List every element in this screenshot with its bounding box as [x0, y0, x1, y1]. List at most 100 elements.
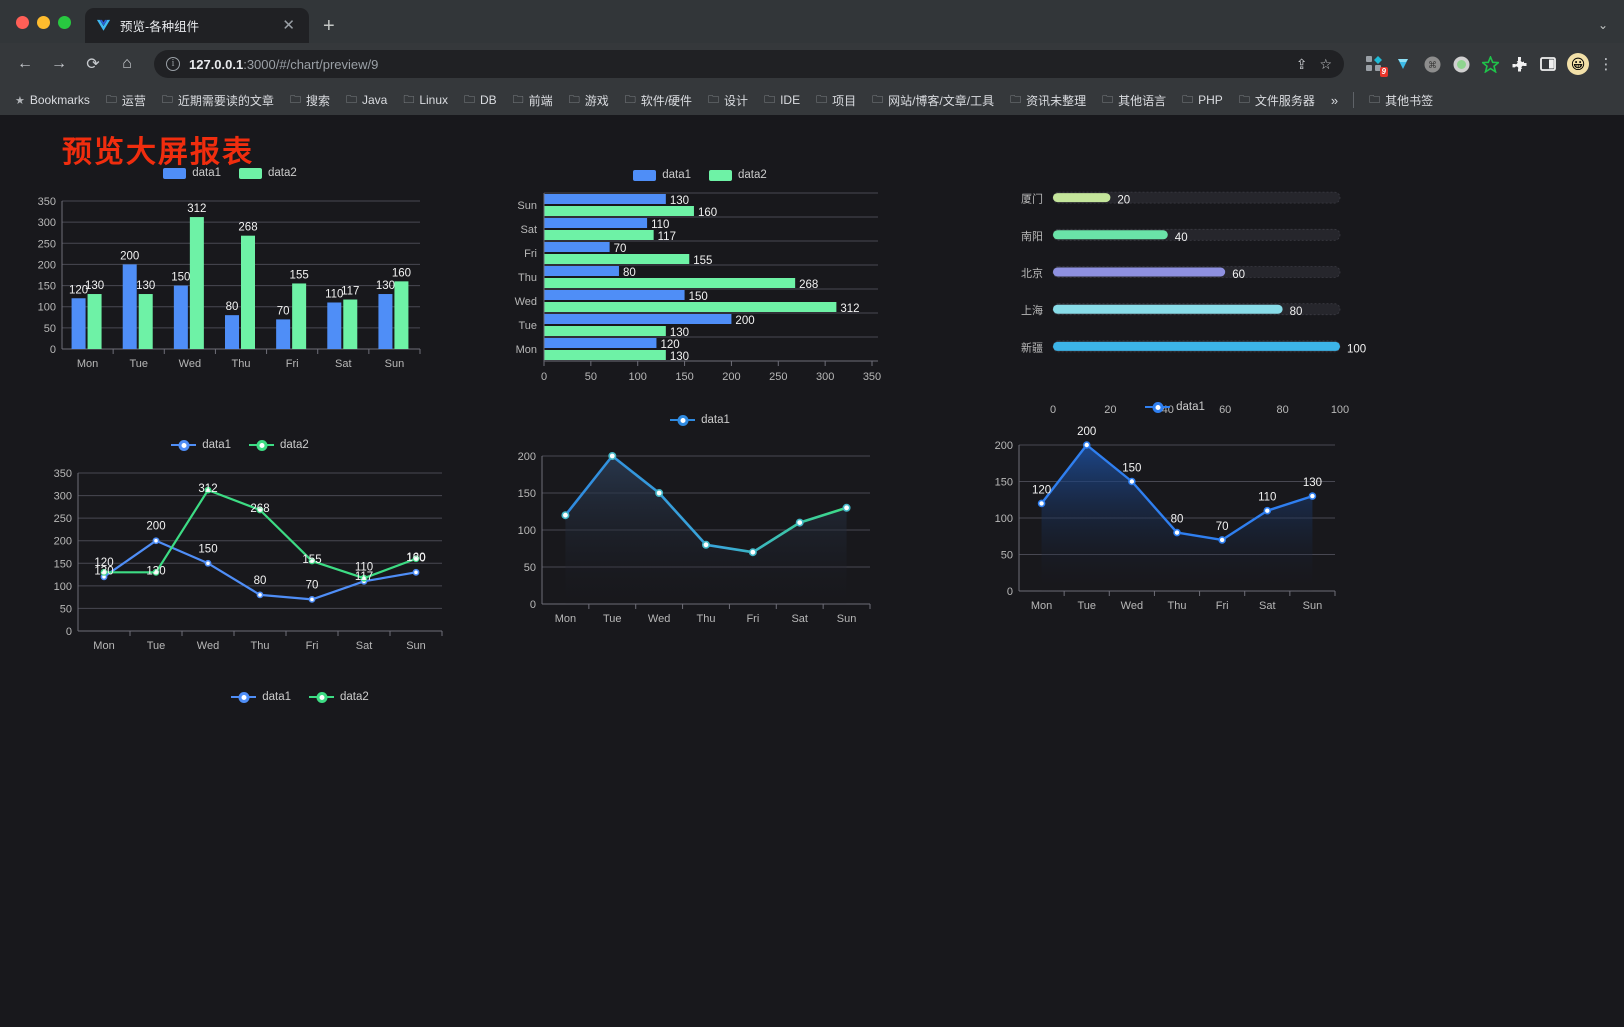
data-point[interactable] [100, 568, 108, 576]
data-point[interactable] [1037, 499, 1046, 508]
reload-button[interactable]: ⟳ [86, 56, 100, 73]
bookmark-folder[interactable]: 🗀 搜索 [283, 88, 337, 113]
bookmark-folder[interactable]: 🗀 Linux [396, 88, 455, 113]
data-point[interactable] [256, 591, 264, 599]
diamond-icon[interactable] [1393, 54, 1413, 74]
data-point[interactable] [152, 537, 160, 545]
share-icon[interactable]: ⇪ [1295, 55, 1308, 72]
bookmark-folder[interactable]: 🗀 Java [339, 88, 394, 113]
chart-text: 100 [1331, 404, 1349, 416]
data-point[interactable] [702, 540, 711, 549]
data-point[interactable] [204, 486, 212, 494]
data-point[interactable] [204, 559, 212, 567]
data-point[interactable] [748, 548, 757, 557]
chart-text: 200 [146, 521, 165, 533]
legend-item-data2[interactable]: data2 [309, 691, 369, 703]
data-point[interactable] [308, 595, 316, 603]
legend-item-data1[interactable]: data1 [1145, 401, 1205, 413]
side-panel-icon[interactable] [1538, 54, 1558, 74]
data-point[interactable] [1263, 506, 1272, 515]
chart-text: 上海 [1021, 303, 1043, 317]
chart-text: Wed [1121, 600, 1143, 612]
browser-tab[interactable]: 预览-各种组件 ✕ [85, 8, 309, 43]
chart-text: 70 [306, 579, 319, 591]
chart-text: 200 [735, 315, 754, 327]
profile-avatar[interactable]: 😀 [1567, 53, 1589, 75]
chart-text: 110 [355, 561, 373, 573]
data-point[interactable] [412, 555, 420, 563]
bookmark-item-bookmarks[interactable]: ★ Bookmarks [8, 90, 97, 110]
legend-item-data1[interactable]: data1 [670, 414, 730, 426]
bookmark-folder[interactable]: 🗀 前端 [506, 88, 560, 113]
bookmark-star-icon[interactable]: ☆ [1319, 55, 1332, 72]
bookmark-folder[interactable]: 🗀 设计 [701, 88, 755, 113]
back-button[interactable]: ← [17, 55, 33, 72]
window-controls[interactable] [0, 16, 85, 43]
command-icon[interactable]: ⌘ [1422, 54, 1442, 74]
chart-text: 150 [54, 558, 72, 570]
data-point[interactable] [842, 503, 851, 512]
bookmark-folder[interactable]: 🗀 软件/硬件 [618, 88, 699, 113]
puzzle-icon[interactable] [1509, 54, 1529, 74]
svg-text:⌘: ⌘ [1428, 60, 1437, 70]
legend-item-data2[interactable]: data2 [709, 169, 767, 181]
address-bar[interactable]: i 127.0.0.1:3000/#/chart/preview/9 ⇪ ☆ [154, 50, 1344, 78]
area-fill [1041, 445, 1313, 591]
chrome-menu-button[interactable]: ⋮ [1598, 56, 1614, 73]
bookmark-folder[interactable]: 🗀 项目 [809, 88, 863, 113]
data-point[interactable] [1082, 441, 1091, 449]
home-button[interactable]: ⌂ [122, 55, 132, 72]
circle-icon[interactable] [1451, 54, 1471, 74]
forward-button[interactable]: → [51, 55, 67, 72]
bookmark-folder[interactable]: 🗀 资讯未整理 [1003, 88, 1093, 113]
address-bar-url: 127.0.0.1:3000/#/chart/preview/9 [189, 57, 378, 72]
close-tab-button[interactable]: ✕ [282, 17, 295, 34]
data-point[interactable] [412, 568, 420, 576]
close-window-button[interactable] [16, 16, 29, 29]
bookmark-folder[interactable]: 🗀 IDE [757, 88, 807, 113]
data-point[interactable] [360, 574, 368, 582]
tab-strip: 预览-各种组件 ✕ + ⌄ [0, 0, 1624, 43]
data-point[interactable] [1173, 528, 1181, 537]
bookmark-folder[interactable]: 🗀 游戏 [562, 88, 616, 113]
bookmark-folder[interactable]: 🗀 运营 [99, 88, 153, 113]
maximize-window-button[interactable] [58, 16, 71, 29]
chart-text: 130 [670, 195, 689, 207]
bookmark-label: 运营 [121, 93, 146, 108]
bookmarks-overflow-button[interactable]: » [1330, 92, 1339, 108]
legend-item-data1[interactable]: data1 [163, 167, 221, 179]
extensions-puzzle-icon[interactable]: 9 [1364, 54, 1388, 77]
data-point[interactable] [1128, 477, 1136, 486]
folder-icon: 🗀 [464, 93, 475, 106]
legend-item-data1[interactable]: data1 [171, 439, 231, 451]
data-point[interactable] [1218, 536, 1226, 544]
data-point[interactable] [1308, 492, 1317, 500]
minimize-window-button[interactable] [37, 16, 50, 29]
legend: data1 data2 [500, 169, 900, 181]
star-outline-icon[interactable] [1480, 54, 1500, 74]
data-point[interactable] [152, 568, 160, 576]
bookmark-folder[interactable]: 🗀 DB [457, 88, 504, 113]
new-tab-button[interactable]: + [323, 15, 335, 37]
data-point[interactable] [795, 518, 804, 527]
bookmark-folder[interactable]: 🗀 其他语言 [1095, 88, 1173, 113]
tab-search-chevron-icon[interactable]: ⌄ [1597, 18, 1608, 32]
data-point[interactable] [608, 451, 617, 460]
other-bookmarks-folder[interactable]: 🗀 其他书签 [1362, 88, 1440, 113]
bookmark-folder[interactable]: 🗀 网站/博客/文章/工具 [865, 88, 1001, 113]
data-point[interactable] [655, 488, 664, 497]
legend-item-data1[interactable]: data1 [633, 169, 691, 181]
site-info-icon[interactable]: i [166, 57, 180, 71]
legend-item-data2[interactable]: data2 [239, 167, 297, 179]
chart-text: 50 [585, 371, 597, 383]
legend-item-data1[interactable]: data1 [231, 691, 291, 703]
data-point[interactable] [308, 557, 316, 565]
bookmark-folder[interactable]: 🗀 PHP [1175, 88, 1230, 113]
data-point[interactable] [561, 511, 570, 520]
data-point[interactable] [256, 506, 264, 514]
legend-item-data2[interactable]: data2 [249, 439, 309, 451]
bookmark-folder[interactable]: 🗀 近期需要读的文章 [155, 88, 281, 113]
chart-text: 70 [277, 305, 290, 317]
bookmark-folder[interactable]: 🗀 文件服务器 [1232, 88, 1322, 113]
